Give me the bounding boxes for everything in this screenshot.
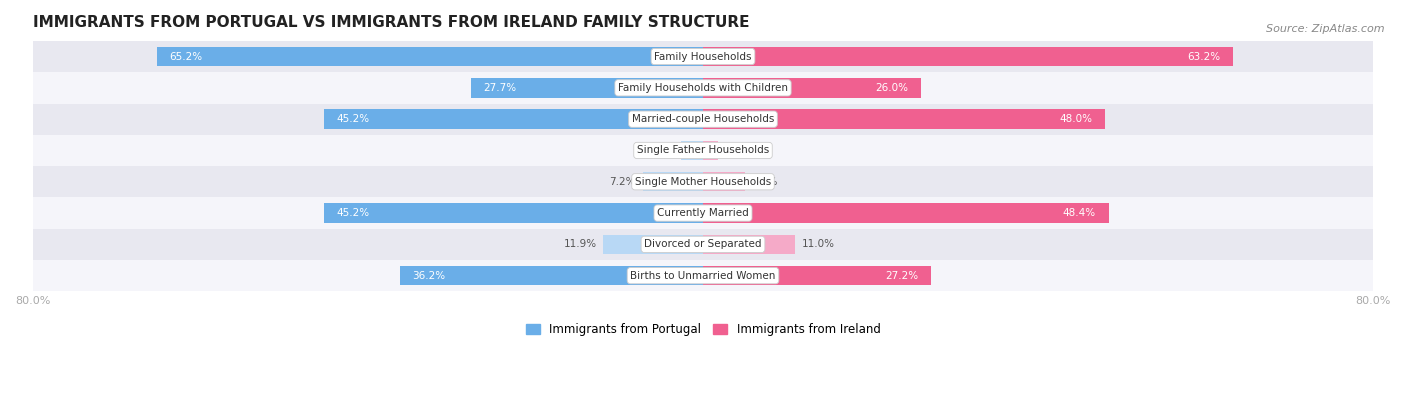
Bar [32,260,1374,292]
Bar [703,235,796,254]
Bar [703,109,1105,129]
Bar [32,229,1374,260]
Bar [703,172,745,192]
Bar [703,141,718,160]
Text: 11.9%: 11.9% [564,239,596,249]
Text: 65.2%: 65.2% [169,51,202,62]
Text: 45.2%: 45.2% [337,208,370,218]
Text: 26.0%: 26.0% [876,83,908,93]
Bar [682,141,703,160]
Text: Family Households: Family Households [654,51,752,62]
Text: Divorced or Separated: Divorced or Separated [644,239,762,249]
Text: Single Mother Households: Single Mother Households [636,177,770,187]
Bar [603,235,703,254]
Text: 1.8%: 1.8% [724,145,751,156]
Text: 5.0%: 5.0% [752,177,778,187]
Text: Single Father Households: Single Father Households [637,145,769,156]
Text: Currently Married: Currently Married [657,208,749,218]
Bar [32,135,1374,166]
Text: 48.4%: 48.4% [1063,208,1095,218]
Text: Family Households with Children: Family Households with Children [619,83,787,93]
Text: Married-couple Households: Married-couple Households [631,114,775,124]
Bar [32,166,1374,198]
Text: 11.0%: 11.0% [801,239,835,249]
Bar [32,41,1374,72]
Bar [325,203,703,223]
Bar [703,78,921,98]
Bar [32,72,1374,103]
Bar [325,109,703,129]
Text: 63.2%: 63.2% [1187,51,1220,62]
Bar [399,266,703,286]
Bar [471,78,703,98]
Text: Source: ZipAtlas.com: Source: ZipAtlas.com [1267,24,1385,34]
Bar [703,266,931,286]
Text: 36.2%: 36.2% [412,271,446,281]
Bar [32,198,1374,229]
Bar [32,103,1374,135]
Text: 7.2%: 7.2% [609,177,636,187]
Legend: Immigrants from Portugal, Immigrants from Ireland: Immigrants from Portugal, Immigrants fro… [520,318,886,340]
Text: 27.7%: 27.7% [484,83,516,93]
Text: Births to Unmarried Women: Births to Unmarried Women [630,271,776,281]
Bar [156,47,703,66]
Bar [703,203,1108,223]
Text: IMMIGRANTS FROM PORTUGAL VS IMMIGRANTS FROM IRELAND FAMILY STRUCTURE: IMMIGRANTS FROM PORTUGAL VS IMMIGRANTS F… [32,15,749,30]
Bar [703,47,1233,66]
Text: 2.6%: 2.6% [648,145,675,156]
Text: 48.0%: 48.0% [1060,114,1092,124]
Bar [643,172,703,192]
Text: 27.2%: 27.2% [886,271,918,281]
Text: 45.2%: 45.2% [337,114,370,124]
